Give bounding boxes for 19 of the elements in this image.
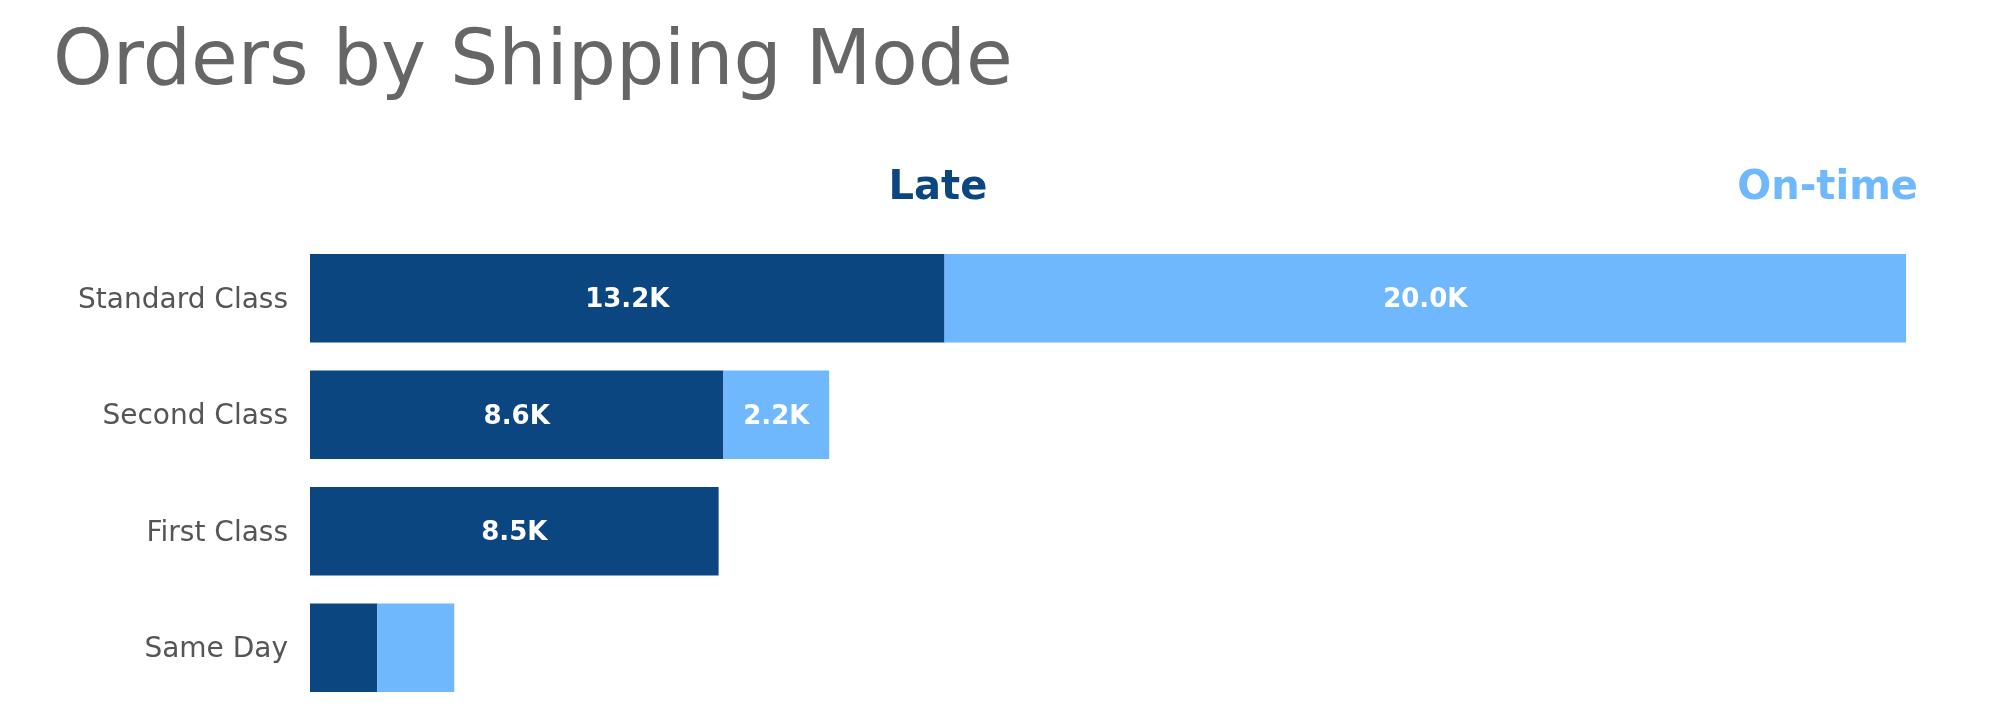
data-label: 8.5K xyxy=(481,516,549,547)
series-label: On-time xyxy=(1737,162,1919,208)
bar xyxy=(310,603,378,693)
bar xyxy=(310,253,945,343)
data-label: 20.0K xyxy=(1383,283,1469,314)
y-tick-label: First Class xyxy=(146,514,288,548)
bar xyxy=(377,603,455,693)
data-label: 8.6K xyxy=(483,399,551,430)
data-label: 13.2K xyxy=(585,283,671,314)
series-label: Late xyxy=(888,162,988,208)
bar xyxy=(310,486,719,576)
bar xyxy=(310,370,724,460)
data-label: 2.2K xyxy=(743,399,811,430)
y-tick-label: Second Class xyxy=(102,398,288,432)
bar xyxy=(723,370,830,460)
bar xyxy=(944,253,1906,343)
y-tick-label: Same Day xyxy=(144,631,288,665)
chart-title: Orders by Shipping Mode xyxy=(53,12,1013,102)
y-tick-label: Standard Class xyxy=(78,281,288,315)
